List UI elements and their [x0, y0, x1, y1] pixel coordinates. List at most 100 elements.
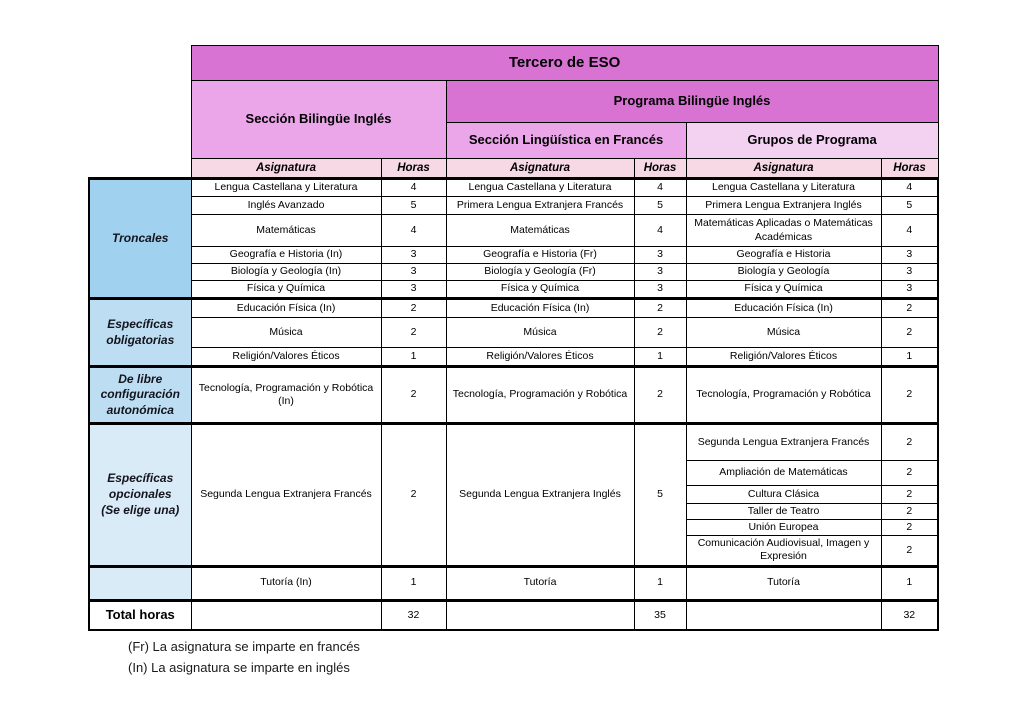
hours-cell: 5 [633, 422, 687, 567]
hours-cell: 4 [380, 214, 447, 247]
subject-cell: Matemáticas [445, 214, 635, 247]
subject-cell: Música [445, 317, 635, 348]
subject-cell: Segunda Lengua Extranjera Francés [190, 422, 382, 567]
subject-cell: Primera Lengua Extranjera Inglés [685, 196, 882, 215]
hours-cell: 3 [880, 280, 940, 299]
hours-cell: 1 [880, 347, 940, 367]
hours-cell: 3 [880, 263, 940, 281]
subject-cell: Geografía e Historia [685, 246, 882, 264]
table-row: Biología y Geología (In) 3 Biología y Ge… [89, 263, 940, 281]
hours-cell: 4 [880, 177, 940, 197]
hours-cell: 3 [380, 263, 447, 281]
subject-cell: Matemáticas Aplicadas o Matemáticas Acad… [685, 214, 882, 247]
hours-cell: 2 [880, 317, 940, 348]
footnote-in: (In) La asignatura se imparte en inglés [128, 660, 350, 675]
subject-cell: Música [190, 317, 382, 348]
table-row: Comunicación Audiovisual, Imagen y Expre… [89, 535, 940, 567]
subject-cell: Biología y Geología (Fr) [445, 263, 635, 281]
column-header-horas: Horas [380, 158, 447, 179]
subject-cell: Lengua Castellana y Literatura [445, 177, 635, 197]
table-row: Troncales Lengua Castellana y Literatura… [88, 177, 940, 299]
header-spacer [89, 158, 191, 179]
hours-cell: 2 [880, 535, 940, 567]
table-row: Geografía e Historia (In) 3 Geografía e … [89, 246, 940, 264]
total-hours-cell: 35 [633, 598, 687, 631]
category-especificas-opcionales: Específicas opcionales (Se elige una) [88, 422, 192, 567]
header-programa-bilingue-ingles: Programa Bilingüe Inglés [445, 80, 939, 123]
subject-cell: Matemáticas [190, 214, 382, 247]
subject-cell: Religión/Valores Éticos [685, 347, 882, 367]
hours-cell: 2 [633, 317, 687, 348]
subject-cell: Biología y Geología (In) [190, 263, 382, 281]
subject-cell: Tecnología, Programación y Robótica [685, 365, 882, 424]
hours-cell: 5 [380, 196, 447, 215]
category-de-libre-configuracion: De libre configuración autonómica [88, 365, 192, 424]
hours-cell: 2 [633, 365, 687, 424]
hours-cell: 3 [380, 280, 447, 299]
subject-cell: Educación Física (In) [685, 297, 882, 318]
subject-cell: Lengua Castellana y Literatura [685, 177, 882, 197]
total-hours-cell: 32 [380, 598, 447, 631]
table-row: Total horas 32 35 32 [88, 598, 940, 631]
table-row: Específicas obligatorias Educación Físic… [88, 297, 940, 367]
category-label: Específicas opcionales [107, 471, 174, 501]
hours-cell: 4 [633, 214, 687, 247]
subject-cell: Inglés Avanzado [190, 196, 382, 215]
hours-cell: 3 [633, 280, 687, 299]
hours-cell: 1 [380, 564, 447, 601]
subject-cell: Ampliación de Matemáticas [685, 460, 882, 486]
hours-cell: 2 [880, 297, 940, 318]
subject-cell: Tecnología, Programación y Robótica (In) [190, 365, 382, 424]
header-grupos-de-programa: Grupos de Programa [685, 122, 939, 159]
footnote-fr: (Fr) La asignatura se imparte en francés [128, 639, 360, 654]
header-spacer [89, 80, 191, 123]
hours-cell: 1 [633, 564, 687, 601]
subject-cell: Física y Química [445, 280, 635, 299]
curriculum-table: Tercero de ESO Sección Bilingüe Inglés P… [88, 45, 940, 631]
hours-cell: 2 [880, 460, 940, 486]
hours-cell: 1 [380, 347, 447, 367]
header-seccion-linguistica-frances: Sección Lingüística en Francés [445, 122, 687, 159]
subject-cell: Segunda Lengua Extranjera Francés [685, 422, 882, 461]
category-sublabel: (Se elige una) [101, 502, 180, 517]
total-hours-cell: 32 [880, 598, 940, 631]
page-title: Tercero de ESO [190, 45, 939, 81]
table-row: Unión Europea 2 [89, 519, 940, 537]
subject-cell: Tecnología, Programación y Robótica [445, 365, 635, 424]
subject-cell: Educación Física (In) [190, 297, 382, 318]
hours-cell: 2 [880, 365, 940, 424]
subject-cell: Lengua Castellana y Literatura [190, 177, 382, 197]
subject-cell: Cultura Clásica [685, 485, 882, 504]
column-header-asignatura: Asignatura [190, 158, 382, 179]
subject-cell: Segunda Lengua Extranjera Inglés [445, 422, 635, 567]
hours-cell: 2 [633, 297, 687, 318]
table-row: De libre configuración autonómica Tecnol… [88, 365, 940, 424]
table-row: Taller de Teatro 2 [89, 502, 940, 521]
subject-cell: Primera Lengua Extranjera Francés [445, 196, 635, 215]
category-troncales: Troncales [88, 177, 192, 299]
hours-cell: 5 [633, 196, 687, 215]
hours-cell: 2 [380, 422, 447, 567]
header-spacer [89, 45, 191, 81]
hours-cell: 3 [633, 263, 687, 281]
footnotes: (Fr) La asignatura se imparte en francés… [128, 636, 360, 678]
hours-cell: 2 [380, 317, 447, 348]
hours-cell: 3 [633, 246, 687, 264]
subject-cell: Religión/Valores Éticos [445, 347, 635, 367]
empty-cell [190, 598, 382, 631]
hours-cell: 2 [880, 502, 940, 521]
empty-cell [445, 598, 635, 631]
hours-cell: 2 [880, 519, 940, 537]
subject-cell: Taller de Teatro [685, 502, 882, 521]
subject-cell: Religión/Valores Éticos [190, 347, 382, 367]
table-row: Física y Química 3 Física y Química 3 Fí… [89, 280, 940, 299]
table-row: Tutoría (In) 1 Tutoría 1 Tutoría 1 [88, 564, 940, 601]
hours-cell: 2 [380, 297, 447, 318]
subject-cell: Unión Europea [685, 519, 882, 537]
hours-cell: 3 [880, 246, 940, 264]
header-seccion-bilingue-ingles: Sección Bilingüe Inglés [190, 80, 447, 159]
hours-cell: 4 [380, 177, 447, 197]
table-row: Cultura Clásica 2 [89, 485, 940, 504]
column-header-horas: Horas [633, 158, 687, 179]
